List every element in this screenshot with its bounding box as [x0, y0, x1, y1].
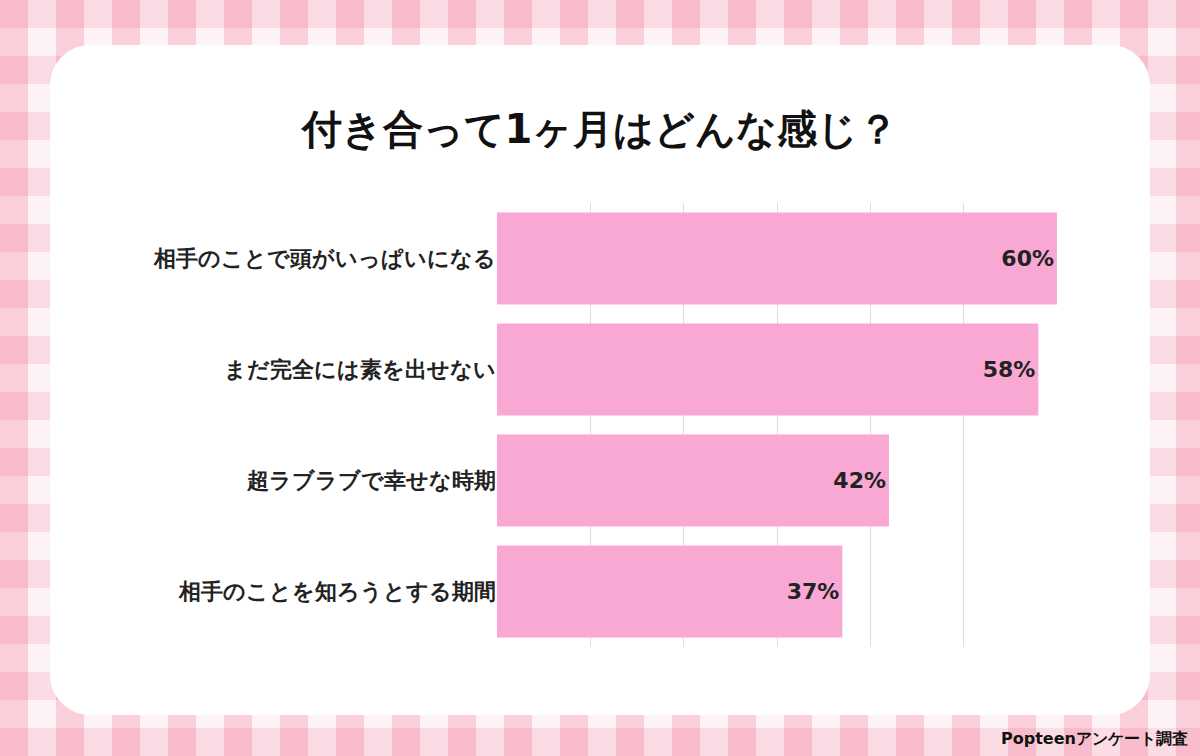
svg-text:58%: 58%	[983, 357, 1036, 382]
svg-text:まだ完全には素を出せない: まだ完全には素を出せない	[224, 357, 496, 382]
svg-text:42%: 42%	[833, 468, 886, 493]
svg-text:60%: 60%	[1001, 246, 1054, 271]
svg-text:37%: 37%	[787, 579, 840, 604]
svg-text:超ラブラブで幸せな時期: 超ラブラブで幸せな時期	[246, 468, 496, 493]
svg-text:付き合って1ヶ月はどんな感じ？: 付き合って1ヶ月はどんな感じ？	[300, 106, 899, 152]
svg-text:Popteenアンケート調査: Popteenアンケート調査	[1001, 729, 1188, 748]
svg-text:相手のことで頭がいっぱいになる: 相手のことで頭がいっぱいになる	[153, 246, 496, 271]
svg-text:相手のことを知ろうとする期間: 相手のことを知ろうとする期間	[178, 579, 496, 604]
